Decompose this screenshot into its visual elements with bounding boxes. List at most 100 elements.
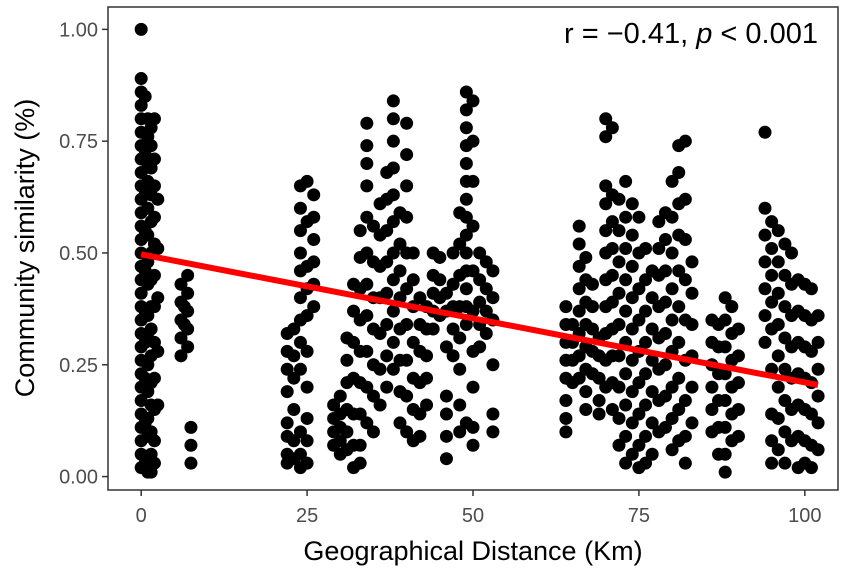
data-point bbox=[625, 447, 639, 461]
data-point bbox=[605, 268, 619, 282]
data-point bbox=[287, 371, 301, 385]
data-point bbox=[486, 407, 500, 421]
data-point bbox=[366, 219, 380, 233]
data-point bbox=[705, 380, 719, 394]
data-point bbox=[380, 255, 394, 269]
data-point bbox=[353, 224, 367, 238]
data-point bbox=[678, 134, 692, 148]
data-point bbox=[592, 394, 606, 408]
data-point bbox=[479, 255, 493, 269]
data-point bbox=[625, 322, 639, 336]
data-point bbox=[758, 309, 772, 323]
data-point bbox=[765, 434, 779, 448]
data-point bbox=[134, 22, 148, 36]
data-point bbox=[479, 304, 493, 318]
data-point bbox=[672, 403, 686, 416]
data-point bbox=[765, 456, 779, 470]
x-axis-title: Geographical Distance (Km) bbox=[303, 536, 642, 566]
data-point bbox=[280, 416, 294, 430]
data-point bbox=[572, 304, 586, 318]
data-point bbox=[599, 112, 613, 126]
data-point bbox=[612, 349, 626, 363]
y-tick-label: 0.00 bbox=[59, 467, 98, 489]
data-point bbox=[138, 89, 152, 103]
data-point bbox=[380, 318, 394, 332]
data-point bbox=[287, 322, 301, 336]
correlation-annotation: r = −0.41, p < 0.001 bbox=[564, 18, 818, 50]
data-point bbox=[400, 282, 414, 296]
data-point bbox=[433, 273, 447, 287]
data-point bbox=[473, 295, 487, 309]
data-point bbox=[446, 246, 460, 260]
data-point bbox=[459, 121, 473, 135]
data-point bbox=[559, 411, 573, 425]
data-point bbox=[619, 456, 633, 470]
data-point bbox=[585, 277, 599, 291]
data-point bbox=[639, 242, 653, 255]
data-point bbox=[466, 438, 480, 452]
data-point bbox=[366, 425, 380, 439]
data-point bbox=[400, 318, 414, 332]
data-point bbox=[466, 264, 480, 278]
data-point bbox=[439, 340, 453, 354]
data-point bbox=[579, 250, 593, 264]
data-point bbox=[605, 121, 619, 135]
data-point bbox=[639, 429, 653, 443]
data-point bbox=[804, 344, 818, 358]
data-point bbox=[645, 291, 659, 305]
data-point bbox=[572, 237, 586, 251]
data-point bbox=[778, 331, 792, 345]
data-point bbox=[559, 300, 573, 314]
data-point bbox=[639, 456, 653, 470]
data-point bbox=[151, 344, 165, 358]
data-point bbox=[453, 331, 467, 345]
data-point bbox=[473, 246, 487, 260]
data-point bbox=[672, 300, 686, 314]
data-point bbox=[566, 318, 580, 332]
data-point bbox=[672, 371, 686, 385]
data-point bbox=[652, 242, 666, 255]
data-point bbox=[804, 407, 818, 421]
data-point bbox=[718, 465, 732, 479]
data-point bbox=[658, 295, 672, 309]
y-axis-title: Community similarity (%) bbox=[10, 99, 40, 398]
data-point bbox=[386, 335, 400, 349]
data-point bbox=[453, 362, 467, 376]
data-point bbox=[141, 411, 155, 425]
data-point bbox=[439, 389, 453, 403]
data-point bbox=[174, 277, 188, 291]
data-point bbox=[393, 264, 407, 278]
data-point bbox=[665, 210, 679, 224]
data-point bbox=[479, 282, 493, 296]
data-point bbox=[619, 242, 633, 255]
data-point bbox=[134, 72, 148, 86]
regression-line bbox=[140, 251, 819, 388]
data-point bbox=[612, 255, 626, 269]
data-point bbox=[393, 237, 407, 251]
data-point bbox=[811, 443, 825, 457]
data-point bbox=[393, 416, 407, 430]
data-point bbox=[293, 201, 307, 215]
data-point bbox=[619, 304, 633, 318]
data-point bbox=[446, 277, 460, 291]
data-point bbox=[725, 300, 739, 314]
data-point bbox=[804, 461, 818, 475]
data-point bbox=[811, 335, 825, 349]
data-point bbox=[459, 282, 473, 296]
data-point bbox=[572, 371, 586, 385]
data-point bbox=[592, 371, 606, 385]
data-point bbox=[360, 210, 374, 224]
data-point bbox=[685, 380, 699, 394]
data-point bbox=[293, 335, 307, 349]
y-tick-label: 0.75 bbox=[59, 131, 98, 153]
x-axis: 0 25 50 75 100 bbox=[136, 490, 822, 527]
data-point bbox=[572, 219, 586, 233]
data-point bbox=[386, 134, 400, 148]
data-point bbox=[665, 380, 679, 394]
data-point bbox=[327, 398, 341, 412]
x-tick-label: 0 bbox=[136, 505, 147, 527]
data-point bbox=[307, 300, 321, 314]
data-point bbox=[386, 273, 400, 287]
data-point bbox=[386, 362, 400, 376]
data-point bbox=[778, 362, 792, 376]
